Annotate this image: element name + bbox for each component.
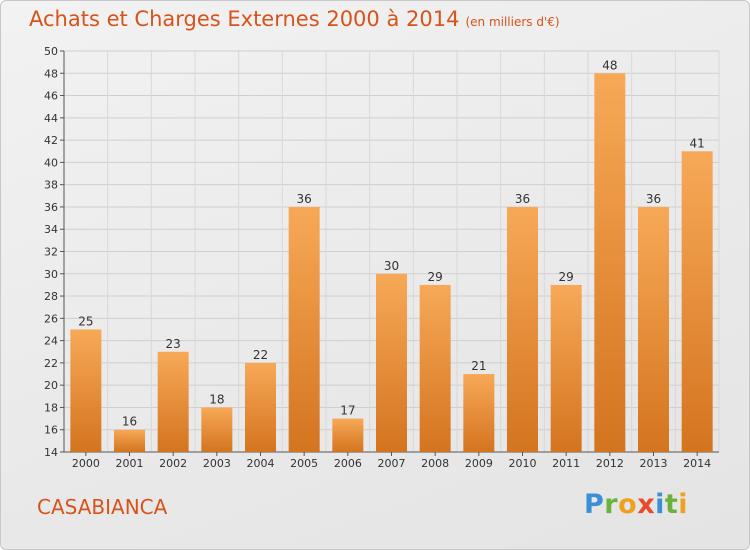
x-tick-label: 2009 <box>465 457 493 470</box>
data-label: 36 <box>515 192 530 206</box>
x-tick-label: 2006 <box>334 457 362 470</box>
chart-title: Achats et Charges Externes 2000 à 2014 (e… <box>29 7 560 31</box>
bar <box>70 329 102 452</box>
y-tick-label: 14 <box>44 446 58 459</box>
y-tick-label: 36 <box>44 201 58 214</box>
y-tick-label: 32 <box>44 246 58 259</box>
data-label: 36 <box>297 192 312 206</box>
y-tick-label: 38 <box>44 179 58 192</box>
x-tick-label: 2005 <box>290 457 318 470</box>
x-tick-label: 2001 <box>116 457 144 470</box>
x-tick-label: 2000 <box>72 457 100 470</box>
bars <box>70 73 713 453</box>
data-label: 22 <box>253 348 268 362</box>
data-label: 36 <box>646 192 661 206</box>
y-tick-label: 18 <box>44 401 58 414</box>
y-tick-label: 20 <box>44 379 58 392</box>
y-tick-label: 46 <box>44 90 58 103</box>
data-label: 17 <box>340 404 355 418</box>
bar <box>507 206 538 452</box>
x-tick-label: 2003 <box>203 457 231 470</box>
y-tick-label: 16 <box>44 424 58 437</box>
y-tick-label: 30 <box>44 268 58 281</box>
data-label: 29 <box>559 270 574 284</box>
bar <box>594 73 626 453</box>
y-tick-label: 22 <box>44 357 58 370</box>
y-tick-label: 40 <box>44 156 58 169</box>
bar <box>638 206 669 452</box>
bar <box>332 418 364 452</box>
data-label: 48 <box>602 58 617 72</box>
bar <box>288 206 320 452</box>
logo-letter: r <box>604 489 619 520</box>
bar <box>550 284 582 452</box>
x-tick-label: 2012 <box>596 457 624 470</box>
y-tick-label: 48 <box>44 67 58 80</box>
x-tick-label: 2002 <box>159 457 187 470</box>
bar <box>201 407 233 452</box>
logo-letter: i <box>655 489 665 520</box>
data-label: 30 <box>384 259 399 273</box>
x-tick-label: 2014 <box>683 457 711 470</box>
data-label: 21 <box>471 359 486 373</box>
x-tick-label: 2010 <box>509 457 537 470</box>
data-label: 18 <box>209 392 224 406</box>
bar <box>114 429 145 452</box>
y-tick-label: 50 <box>44 45 58 58</box>
y-tick-label: 26 <box>44 312 58 325</box>
data-label: 16 <box>122 415 137 429</box>
commune-name: CASABIANCA <box>37 495 168 519</box>
x-tick-label: 2013 <box>640 457 668 470</box>
logo-letter: P <box>584 489 605 520</box>
title-text: Achats et Charges Externes 2000 à 2014 <box>29 7 460 31</box>
y-tick-label: 42 <box>44 134 58 147</box>
y-tick-label: 44 <box>44 112 58 125</box>
x-tick-label: 2004 <box>247 457 275 470</box>
chart-subtitle: (en milliers d'€) <box>465 15 560 29</box>
logo-letter: t <box>664 489 679 520</box>
bar <box>157 351 189 452</box>
y-tick-label: 24 <box>44 335 58 348</box>
logo-letter: i <box>678 489 689 520</box>
data-label: 23 <box>166 337 181 351</box>
y-tick-label: 34 <box>44 223 58 236</box>
y-tick-label: 28 <box>44 290 58 303</box>
x-tick-label: 2011 <box>552 457 580 470</box>
bar <box>463 374 495 452</box>
bar <box>681 151 713 452</box>
logo-letter: x <box>637 489 656 520</box>
x-tick-label: 2008 <box>421 457 449 470</box>
data-labels: 25 16 23 18 22 36 17 30 29 21 36 29 48 36 41 <box>78 58 705 428</box>
bar <box>419 284 451 452</box>
data-label: 25 <box>78 314 93 328</box>
logo-letter: o <box>618 489 638 520</box>
bar <box>376 273 407 452</box>
data-label: 41 <box>690 136 705 150</box>
bar <box>245 362 276 452</box>
data-label: 29 <box>428 270 443 284</box>
proxiti-logo: Proxiti <box>584 489 688 520</box>
x-tick-label: 2007 <box>378 457 406 470</box>
